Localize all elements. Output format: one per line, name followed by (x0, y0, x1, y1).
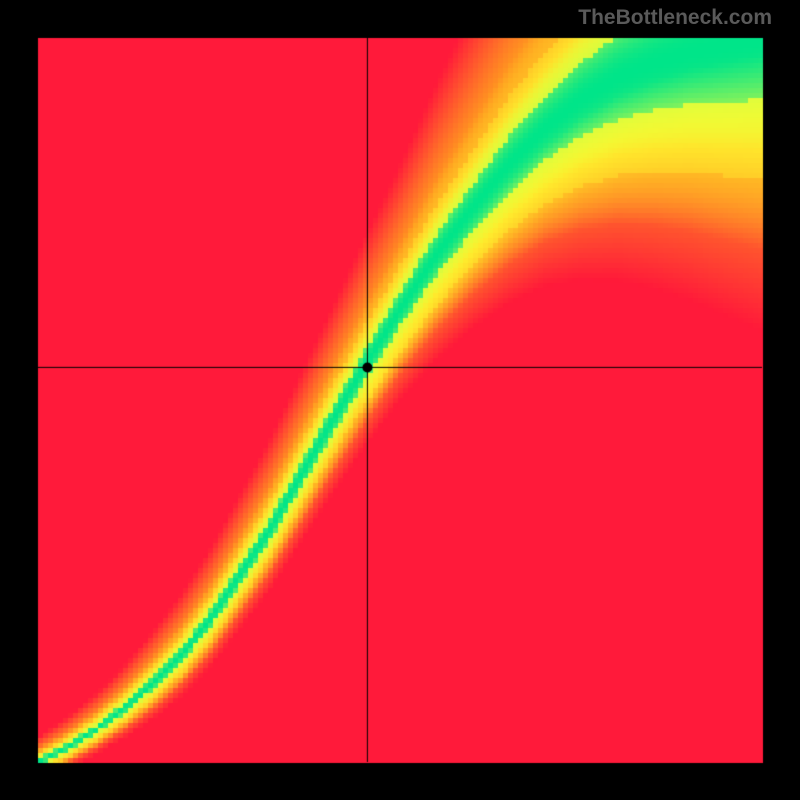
chart-container: TheBottleneck.com (0, 0, 800, 800)
watermark-text: TheBottleneck.com (578, 6, 772, 30)
heatmap-canvas (0, 0, 800, 800)
